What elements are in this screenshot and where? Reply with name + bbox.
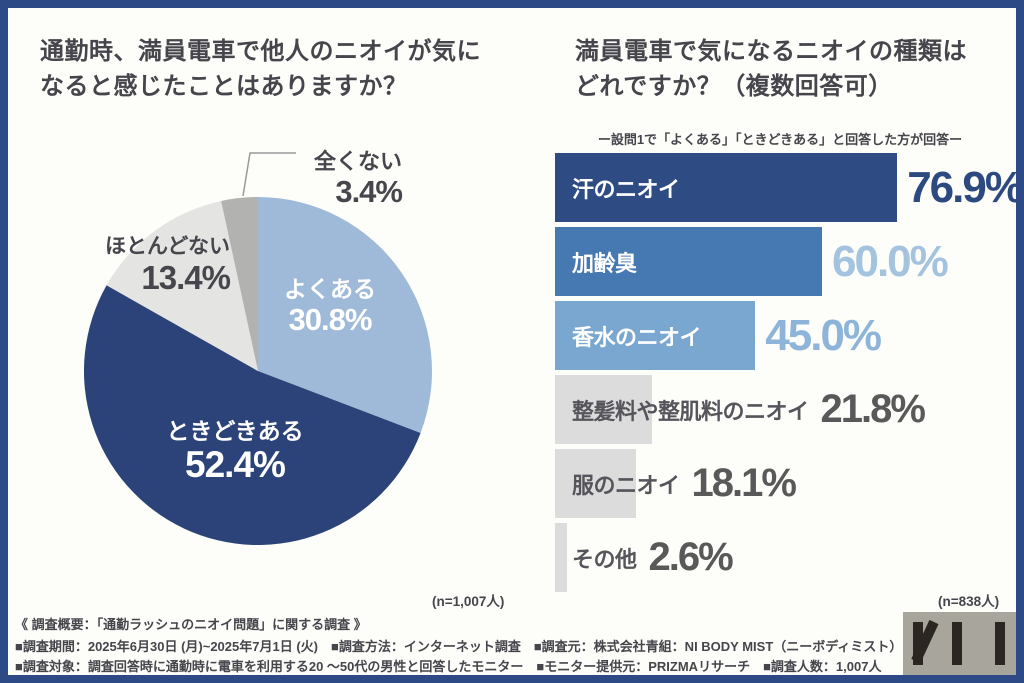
bar-sample-size: (n=838人) xyxy=(938,594,1000,609)
bar-value-label: 45.0% xyxy=(765,310,882,360)
bar-row: 香水のニオイ 45.0% xyxy=(555,301,1015,370)
pie-label-never: 全くない 3.4% xyxy=(290,149,403,210)
pie-slice-3 xyxy=(221,197,258,371)
pie-label-sometimes-text: ときどきある xyxy=(166,418,304,444)
pie-label-never-value: 3.4% xyxy=(335,174,403,210)
bar-value-label: 2.6% xyxy=(648,535,734,579)
bar-fill xyxy=(555,301,756,370)
pie-label-rarely: ほとんどない 13.4% xyxy=(90,235,231,297)
bar-value-label: 21.8% xyxy=(820,387,926,431)
bar-category-label: 服のニオイ xyxy=(572,472,680,498)
pie-chart xyxy=(84,197,432,545)
bar-question-title-line2: どれですか？（複数回答可） xyxy=(575,73,893,100)
pie-label-rarely-value: 13.4% xyxy=(141,259,231,297)
pie-label-never-text: 全くない xyxy=(313,149,402,174)
bar-value-label: 60.0% xyxy=(832,236,949,286)
bar-row: 加齢臭 60.0% xyxy=(555,227,1015,296)
bar-question-title-line1: 満員電車で気になるニオイの種類は xyxy=(575,38,967,65)
bar-row: その他 2.6% xyxy=(555,523,1015,592)
bar-row: 整髪料や整肌料のニオイ 21.8% xyxy=(555,375,1015,444)
pie-slice-1 xyxy=(84,285,421,545)
bar-fill xyxy=(555,153,898,222)
bar-fill xyxy=(555,449,636,518)
pie-slice-0 xyxy=(258,197,432,434)
bar-category-label: 整髪料や整肌料のニオイ xyxy=(572,398,809,424)
brand-logo xyxy=(903,612,1016,675)
bar-value-label: 76.9% xyxy=(907,162,1022,212)
pie-leader-line xyxy=(242,152,296,197)
bar-row: 服のニオイ 18.1% xyxy=(555,449,1015,518)
bar-category-label: その他 xyxy=(572,546,637,572)
pie-label-often: よくある 30.8% xyxy=(270,276,390,338)
pie-question-title-line2: なると感じたことはありますか？ xyxy=(40,73,408,100)
bar-category-label: 加齢臭 xyxy=(572,250,637,276)
survey-period-method-source: ■調査期間：2025年6月30日 (月)~2025年7月1日 (火) ■調査方法… xyxy=(15,639,903,654)
survey-overview-title: 《 調査概要：「通勤ラッシュのニオイ問題」に関する調査 》 xyxy=(15,617,367,632)
bar-fill xyxy=(555,523,567,592)
pie-label-often-value: 30.8% xyxy=(288,302,373,338)
pie-label-often-text: よくある xyxy=(284,276,376,302)
pie-question-title-line1: 通勤時、満員電車で他人のニオイが気に xyxy=(40,38,481,65)
pie-label-sometimes: ときどきある 52.4% xyxy=(155,418,315,487)
pie-label-sometimes-value: 52.4% xyxy=(185,444,286,486)
bar-chart: 汗のニオイ 76.9% 加齢臭 60.0% 香水のニオイ 45.0% 整髪料や整肌料のニオイ… xyxy=(555,153,1016,597)
survey-target-monitor-count: ■調査対象：調査回答時に通勤時に電車を利用する20 ～50代の男性と回答したモニ… xyxy=(15,659,882,674)
pie-label-rarely-text: ほとんどない xyxy=(105,235,230,258)
pie-sample-size: (n=1,007人) xyxy=(432,594,505,609)
bar-category-label: 香水のニオイ xyxy=(572,324,702,350)
logo-bar-3 xyxy=(995,622,1005,665)
logo-bar-2 xyxy=(952,622,962,665)
pie-slice-2 xyxy=(106,200,258,371)
pie-question-title: 通勤時、満員電車で他人のニオイが気に なると感じたことはありますか？ xyxy=(40,34,481,104)
bar-category-label: 汗のニオイ xyxy=(572,176,680,202)
bar-chart-subtitle: ー設問1で「よくある」「ときどきある」と回答した方が回答ー xyxy=(597,132,963,147)
bar-fill xyxy=(555,375,652,444)
bar-fill xyxy=(555,227,822,296)
bar-value-label: 18.1% xyxy=(691,461,797,505)
bar-row: 汗のニオイ 76.9% xyxy=(555,153,1016,222)
bar-question-title: 満員電車で気になるニオイの種類は どれですか？（複数回答可） xyxy=(575,34,967,104)
